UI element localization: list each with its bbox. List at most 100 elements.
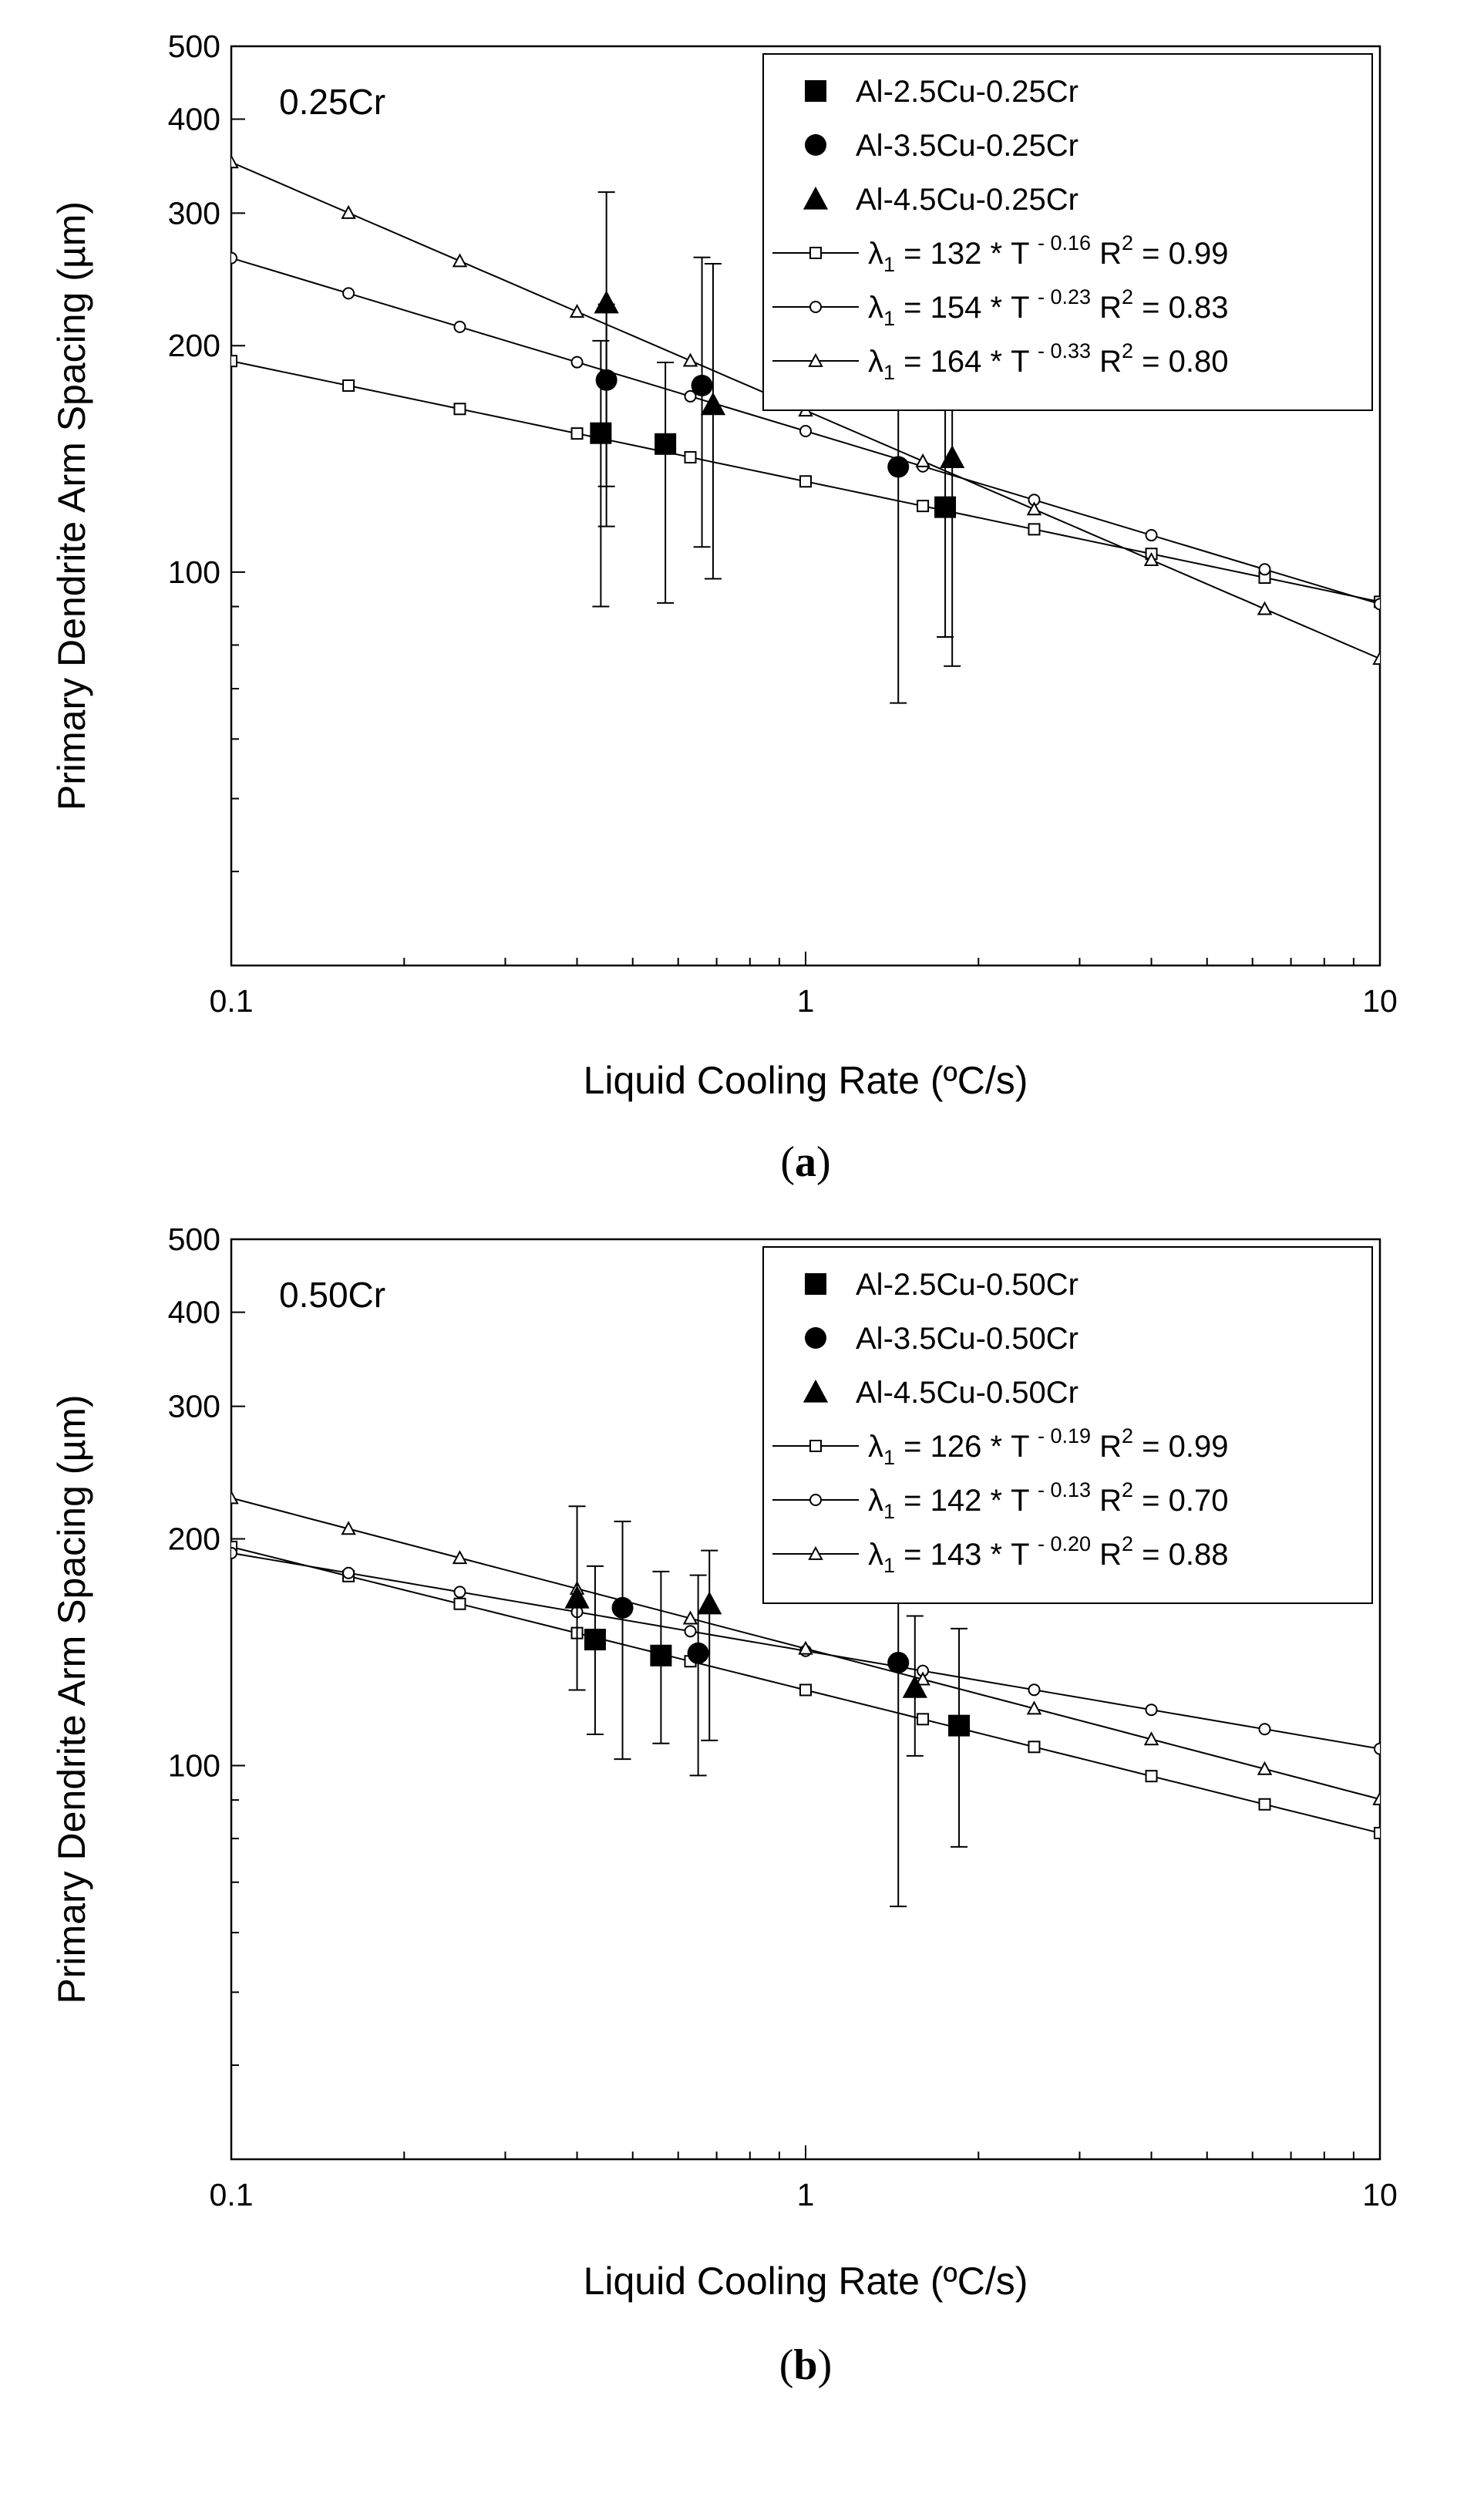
legend-label: Al-4.5Cu-0.50Cr xyxy=(856,1376,1079,1410)
legend-label: Al-3.5Cu-0.25Cr xyxy=(856,129,1079,163)
fit-marker xyxy=(1143,551,1159,566)
data-point xyxy=(590,422,612,444)
x-tick-label: 0.1 xyxy=(210,2177,254,2212)
fit-marker xyxy=(1028,1683,1041,1697)
legend-marker xyxy=(803,186,829,210)
legend: Al-2.5Cu-0.50Cr Al-3.5Cu-0.50Cr Al-4.5Cu-0… xyxy=(762,1246,1373,1604)
fit-marker xyxy=(1028,523,1041,536)
data-point xyxy=(611,1596,634,1619)
plot-area xyxy=(231,154,1380,666)
panel-caption: (b) xyxy=(779,2341,832,2389)
fit-marker xyxy=(453,403,466,416)
series-2 xyxy=(611,1520,910,1908)
fit-marker xyxy=(453,320,466,333)
legend-line-marker xyxy=(809,1494,822,1506)
fit-marker xyxy=(684,450,697,463)
fit-marker xyxy=(1145,1770,1158,1783)
legend-line-marker xyxy=(808,1545,823,1560)
y-tick-label: 200 xyxy=(168,1522,220,1557)
legend-line-marker xyxy=(809,1440,822,1452)
legend-marker xyxy=(805,1273,826,1295)
data-point xyxy=(594,290,619,314)
y-tick-label: 400 xyxy=(168,1295,220,1330)
x-tick-label: 10 xyxy=(1362,983,1398,1019)
fit-marker xyxy=(1257,1761,1273,1775)
y-tick-label: 200 xyxy=(168,328,220,363)
chart-panel-a: 0.1 1 10 100 200 300 400 500 Liquid Cooling Rate… xyxy=(50,29,1398,1186)
data-point xyxy=(697,1591,722,1615)
legend-fit-equation: λ1 = 164 * T - 0.33 R2 = 0.80 xyxy=(868,339,1229,384)
fit-marker xyxy=(341,204,356,219)
fit-marker xyxy=(684,1625,697,1638)
legend-label: Al-3.5Cu-0.50Cr xyxy=(856,1322,1079,1356)
legend-marker xyxy=(803,1379,829,1403)
fit-marker xyxy=(1028,1741,1041,1754)
data-point xyxy=(902,1675,927,1698)
x-tick-label: 0.1 xyxy=(210,983,254,1019)
fit-marker xyxy=(453,1597,466,1610)
fit-marker xyxy=(452,1550,468,1565)
plot-area xyxy=(231,1490,1380,1839)
series-3 xyxy=(594,191,965,667)
data-point xyxy=(564,1585,590,1609)
y-tick-label: 400 xyxy=(168,102,220,137)
legend-marker xyxy=(805,80,826,102)
x-axis-title: Liquid Cooling Rate (ºC/s) xyxy=(584,1059,1028,1102)
fit-marker xyxy=(570,356,584,369)
legend-box xyxy=(762,1246,1373,1604)
fit-marker xyxy=(342,287,355,300)
y-tick-label: 300 xyxy=(168,1389,220,1424)
data-point xyxy=(655,433,677,455)
fit-marker xyxy=(231,355,237,368)
panel-caption: (a) xyxy=(780,1138,830,1186)
series-3 xyxy=(564,1505,927,1757)
legend-fit-equation: λ1 = 126 * T - 0.19 R2 = 0.99 xyxy=(868,1424,1229,1469)
legend-fit-equation: λ1 = 143 * T - 0.20 R2 = 0.88 xyxy=(868,1532,1229,1577)
legend-label: Al-2.5Cu-0.50Cr xyxy=(856,1268,1079,1302)
legend-line-marker xyxy=(809,247,822,259)
legend-label: Al-2.5Cu-0.25Cr xyxy=(856,75,1079,109)
fit-marker xyxy=(682,1610,698,1625)
y-tick-label: 500 xyxy=(168,29,220,64)
legend-label: Al-4.5Cu-0.25Cr xyxy=(856,183,1079,217)
fit-marker xyxy=(1145,529,1158,542)
fit-marker xyxy=(684,389,697,403)
fit-marker xyxy=(1257,601,1273,615)
panel-label: 0.25Cr xyxy=(279,82,385,122)
fit-marker xyxy=(917,1713,930,1726)
y-tick-label: 500 xyxy=(168,1222,220,1257)
y-tick-label: 100 xyxy=(168,1747,220,1783)
legend-fit-equation: λ1 = 142 * T - 0.13 R2 = 0.70 xyxy=(868,1478,1229,1523)
fit-marker xyxy=(342,379,355,393)
fit-marker xyxy=(798,1640,813,1655)
fit-marker xyxy=(231,1490,239,1505)
fit-marker xyxy=(452,253,468,268)
fit-marker xyxy=(231,154,239,169)
fit-marker xyxy=(799,475,812,488)
fit-marker xyxy=(1372,651,1380,666)
fit-marker xyxy=(1026,501,1042,516)
series-1 xyxy=(584,1565,971,1848)
fit-marker xyxy=(453,1586,466,1599)
y-tick-label: 300 xyxy=(168,195,220,231)
y-axis-title: Primary Dendrite Arm Spacing (µm) xyxy=(50,1394,93,2003)
fit-marker xyxy=(342,1566,355,1579)
panel-label: 0.50Cr xyxy=(279,1275,385,1315)
fit-marker xyxy=(569,304,585,318)
fit-marker xyxy=(799,1683,812,1697)
data-point xyxy=(650,1644,672,1666)
fit-marker xyxy=(570,427,584,440)
fit-marker xyxy=(682,352,698,367)
data-point xyxy=(940,445,965,469)
data-point xyxy=(700,392,726,416)
legend: Al-2.5Cu-0.25Cr Al-3.5Cu-0.25Cr Al-4.5Cu-0… xyxy=(762,53,1373,411)
fit-marker xyxy=(915,453,930,467)
fit-marker xyxy=(1258,1723,1271,1736)
fit-marker xyxy=(231,1540,237,1553)
x-tick-label: 1 xyxy=(797,983,815,1019)
legend-fit-equation: λ1 = 132 * T - 0.16 R2 = 0.99 xyxy=(868,231,1229,276)
legend-marker xyxy=(805,1327,826,1349)
fit-marker xyxy=(799,424,812,437)
data-point xyxy=(584,1629,606,1651)
